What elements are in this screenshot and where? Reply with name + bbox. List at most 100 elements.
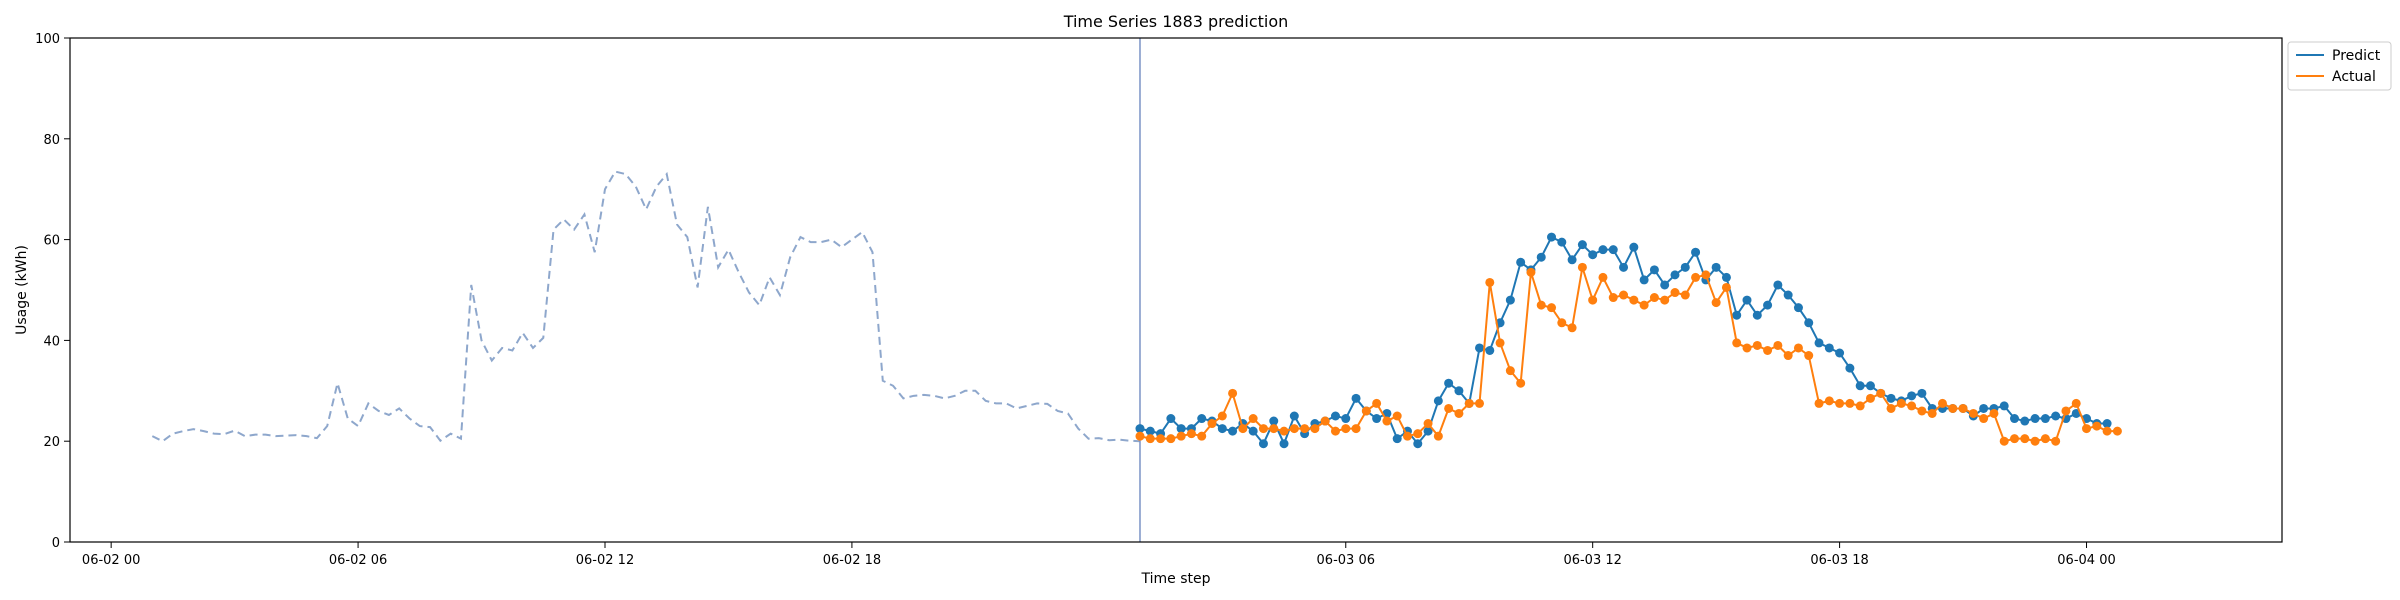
predict-point [1773,280,1783,290]
actual-point [1927,408,1937,418]
predict-point [1330,411,1340,421]
predict-point [1279,439,1289,449]
predict-point [1793,303,1803,313]
predict-point [1907,391,1917,401]
actual-point [1475,398,1485,408]
predict-point [1629,242,1639,252]
actual-point [1763,345,1773,355]
actual-point [1989,408,1999,418]
predict-point [1433,396,1443,406]
actual-point [1958,403,1968,413]
predict-point [1824,343,1834,353]
actual-point [1701,270,1711,280]
predict-point [1835,348,1845,358]
actual-point [1691,272,1701,282]
predict-point [2010,414,2019,424]
actual-point [2040,434,2050,444]
predict-point [1577,240,1587,250]
actual-point [1783,351,1793,361]
predict-point [1269,416,1279,426]
actual-point [1732,338,1742,348]
actual-point [1526,267,1536,277]
y-tick-label: 20 [43,435,60,450]
actual-point [1145,434,1155,444]
predict-point [1372,414,1382,424]
actual-point [1433,431,1443,441]
actual-point [1979,414,1989,424]
actual-point [1660,295,1670,305]
actual-point [1269,424,1279,434]
actual-point [1217,411,1227,421]
predict-point [1516,257,1526,267]
actual-point [2030,436,2040,446]
actual-point [1495,338,1505,348]
predict-point [1166,414,1176,424]
predict-point [1979,403,1989,413]
predict-point [1783,290,1793,300]
predict-point [1176,424,1186,434]
y-tick-label: 0 [52,536,60,551]
actual-point [2051,436,2061,446]
predict-point [1732,310,1742,320]
predict-point [1557,237,1567,247]
predict-point [1536,252,1546,262]
predict-point [1598,245,1608,255]
predict-point [1639,275,1649,285]
actual-point [1711,298,1721,308]
predict-point [1567,255,1577,265]
predict-point [1711,262,1721,272]
predict-point [1547,232,1557,242]
actual-point [1248,414,1258,424]
actual-point [1341,424,1351,434]
predict-point [2051,411,2061,421]
x-tick-label: 06-02 18 [823,553,881,568]
predict-point [1392,434,1402,444]
predict-point [1289,411,1299,421]
predict-point [1145,426,1155,436]
predict-point [1454,386,1464,396]
actual-point [1721,282,1731,292]
predict-point [1505,295,1515,305]
predict-point [1855,381,1865,391]
actual-point [1865,393,1875,403]
actual-point [1680,290,1690,300]
actual-point [1392,411,1402,421]
x-tick-label: 06-03 12 [1563,553,1621,568]
actual-point [1896,398,1906,408]
legend-label-actual: Actual [2332,69,2376,85]
y-tick-label: 80 [43,133,60,148]
actual-point [1505,366,1515,376]
predict-point [1670,270,1680,280]
actual-point [1413,429,1423,439]
actual-point [1793,343,1803,353]
actual-point [1752,340,1762,350]
predict-point [2040,414,2050,424]
actual-point [1855,401,1865,411]
predict-point [1444,378,1454,388]
predict-point [1763,300,1773,310]
predict-point [1691,247,1701,257]
actual-point [1238,424,1248,434]
predict-point [1886,393,1896,403]
actual-point [1937,398,1947,408]
actual-point [1207,419,1217,429]
y-axis: 0 20 40 60 80 100 [35,32,70,551]
predict-point [1917,388,1927,398]
predict-point [1217,424,1227,434]
actual-point [1320,416,1330,426]
x-axis: 06-02 00 06-02 06 06-02 12 06-02 18 06-03 06… [82,542,2116,568]
actual-point [2102,426,2112,436]
predict-point [1248,426,1258,436]
actual-point [2092,421,2102,431]
actual-point [2061,406,2071,416]
actual-point [1423,419,1433,429]
actual-point [1454,408,1464,418]
chart-title: Time Series 1883 prediction [1063,12,1289,31]
actual-point [1742,343,1752,353]
actual-point [1176,431,1186,441]
actual-point [1845,398,1855,408]
predict-point [1228,426,1238,436]
predict-point [2030,414,2040,424]
actual-point [1382,416,1392,426]
